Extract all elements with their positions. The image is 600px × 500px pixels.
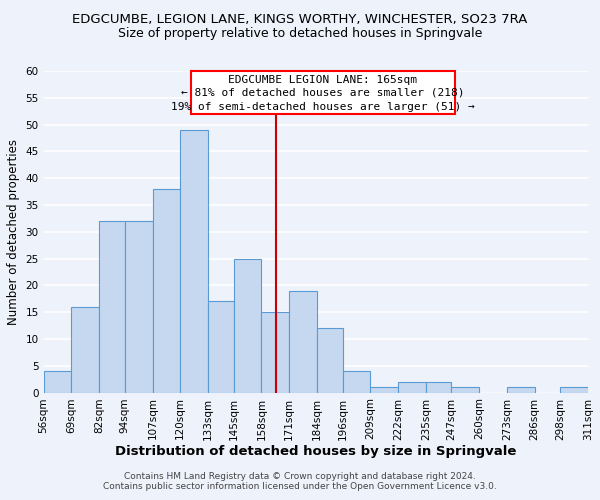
Bar — [180, 130, 208, 392]
Text: 19% of semi-detached houses are larger (51) →: 19% of semi-detached houses are larger (… — [171, 102, 475, 112]
Text: Contains public sector information licensed under the Open Government Licence v3: Contains public sector information licen… — [103, 482, 497, 491]
Bar — [289, 290, 317, 392]
Text: Size of property relative to detached houses in Springvale: Size of property relative to detached ho… — [118, 28, 482, 40]
Bar — [71, 307, 99, 392]
Text: EDGCUMBE, LEGION LANE, KINGS WORTHY, WINCHESTER, SO23 7RA: EDGCUMBE, LEGION LANE, KINGS WORTHY, WIN… — [73, 12, 527, 26]
Bar — [451, 387, 479, 392]
Bar — [398, 382, 426, 392]
Bar — [262, 312, 289, 392]
Y-axis label: Number of detached properties: Number of detached properties — [7, 138, 20, 324]
Bar — [426, 382, 451, 392]
X-axis label: Distribution of detached houses by size in Springvale: Distribution of detached houses by size … — [115, 445, 517, 458]
Bar — [560, 387, 588, 392]
Bar — [317, 328, 343, 392]
Text: EDGCUMBE LEGION LANE: 165sqm: EDGCUMBE LEGION LANE: 165sqm — [228, 74, 417, 85]
Bar — [370, 387, 398, 392]
Bar — [233, 258, 262, 392]
Bar — [44, 371, 71, 392]
Bar — [507, 387, 535, 392]
Bar — [125, 221, 152, 392]
Bar — [343, 371, 370, 392]
FancyBboxPatch shape — [191, 71, 455, 115]
Text: ← 81% of detached houses are smaller (218): ← 81% of detached houses are smaller (21… — [181, 88, 464, 98]
Text: Contains HM Land Registry data © Crown copyright and database right 2024.: Contains HM Land Registry data © Crown c… — [124, 472, 476, 481]
Bar — [99, 221, 125, 392]
Bar — [208, 302, 233, 392]
Bar — [152, 189, 180, 392]
